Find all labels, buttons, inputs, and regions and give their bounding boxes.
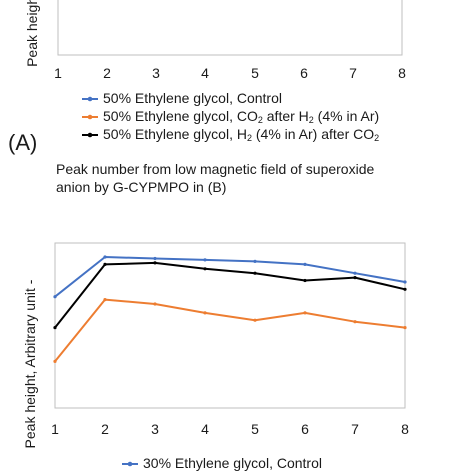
series-line-1 — [54, 256, 406, 298]
data-point — [103, 298, 107, 302]
data-point — [403, 326, 407, 330]
x-tick-label: 8 — [398, 65, 406, 81]
legend-swatch-marker — [87, 114, 93, 120]
legend-label: 50% Ethylene glycol, CO2 after H2 (4% in… — [103, 108, 380, 125]
x-tick-label: 4 — [201, 65, 209, 81]
data-point — [103, 262, 107, 266]
data-point — [403, 280, 407, 284]
x-tick-label: 2 — [101, 421, 109, 437]
data-point — [353, 320, 357, 324]
data-point — [253, 259, 257, 263]
x-tick-label: 2 — [103, 65, 111, 81]
data-point — [153, 261, 157, 265]
data-point — [153, 256, 157, 261]
legend-label: 30% Ethylene glycol, Control — [143, 455, 322, 471]
data-point — [403, 287, 407, 291]
data-point — [303, 278, 307, 283]
x-tick-label: 4 — [201, 421, 209, 437]
legend-label: 50% Ethylene glycol, Control — [103, 90, 282, 106]
x-tick-label: 7 — [349, 65, 357, 81]
data-point — [203, 267, 207, 271]
data-point — [53, 359, 57, 363]
data-point — [203, 311, 207, 315]
data-point — [253, 318, 257, 322]
data-point — [103, 255, 107, 259]
panel-label: (A) — [8, 130, 38, 155]
plot-area-frame — [57, 0, 403, 56]
legend-label: 50% Ethylene glycol, H2 (4% in Ar) after… — [103, 126, 380, 143]
data-point — [53, 295, 57, 299]
x-tick-label: 5 — [251, 65, 259, 81]
data-point — [303, 262, 307, 266]
x-tick-label: 7 — [351, 421, 359, 437]
x-tick-label: 5 — [251, 421, 259, 437]
series-line-2 — [54, 298, 406, 363]
plot-area-frame — [54, 242, 406, 409]
x-tick-label: 1 — [51, 421, 59, 437]
legend-swatch-marker — [127, 461, 133, 467]
data-point — [53, 326, 57, 330]
data-point — [203, 258, 207, 262]
x-tick-label: 1 — [54, 65, 62, 81]
y-axis-label: Peak height, — [24, 0, 40, 67]
y-axis-label: Peak height, Arbitrary unit - — [22, 279, 38, 449]
caption-line-2: anion by G-CYPMPO in (B) — [56, 179, 227, 195]
x-tick-label: 3 — [152, 65, 160, 81]
data-point — [353, 276, 357, 280]
x-tick-label: 6 — [300, 65, 308, 81]
data-point — [353, 271, 357, 275]
caption-line-1: Peak number from low magnetic field of s… — [56, 161, 375, 177]
x-tick-label: 3 — [151, 421, 159, 437]
legend-swatch-marker — [87, 132, 93, 138]
legend-swatch-marker — [87, 96, 93, 102]
data-point — [253, 271, 257, 275]
series-line-3 — [54, 261, 406, 329]
x-tick-label: 8 — [401, 421, 409, 437]
data-point — [303, 311, 307, 315]
x-tick-label: 6 — [301, 421, 309, 437]
data-point — [153, 302, 157, 306]
